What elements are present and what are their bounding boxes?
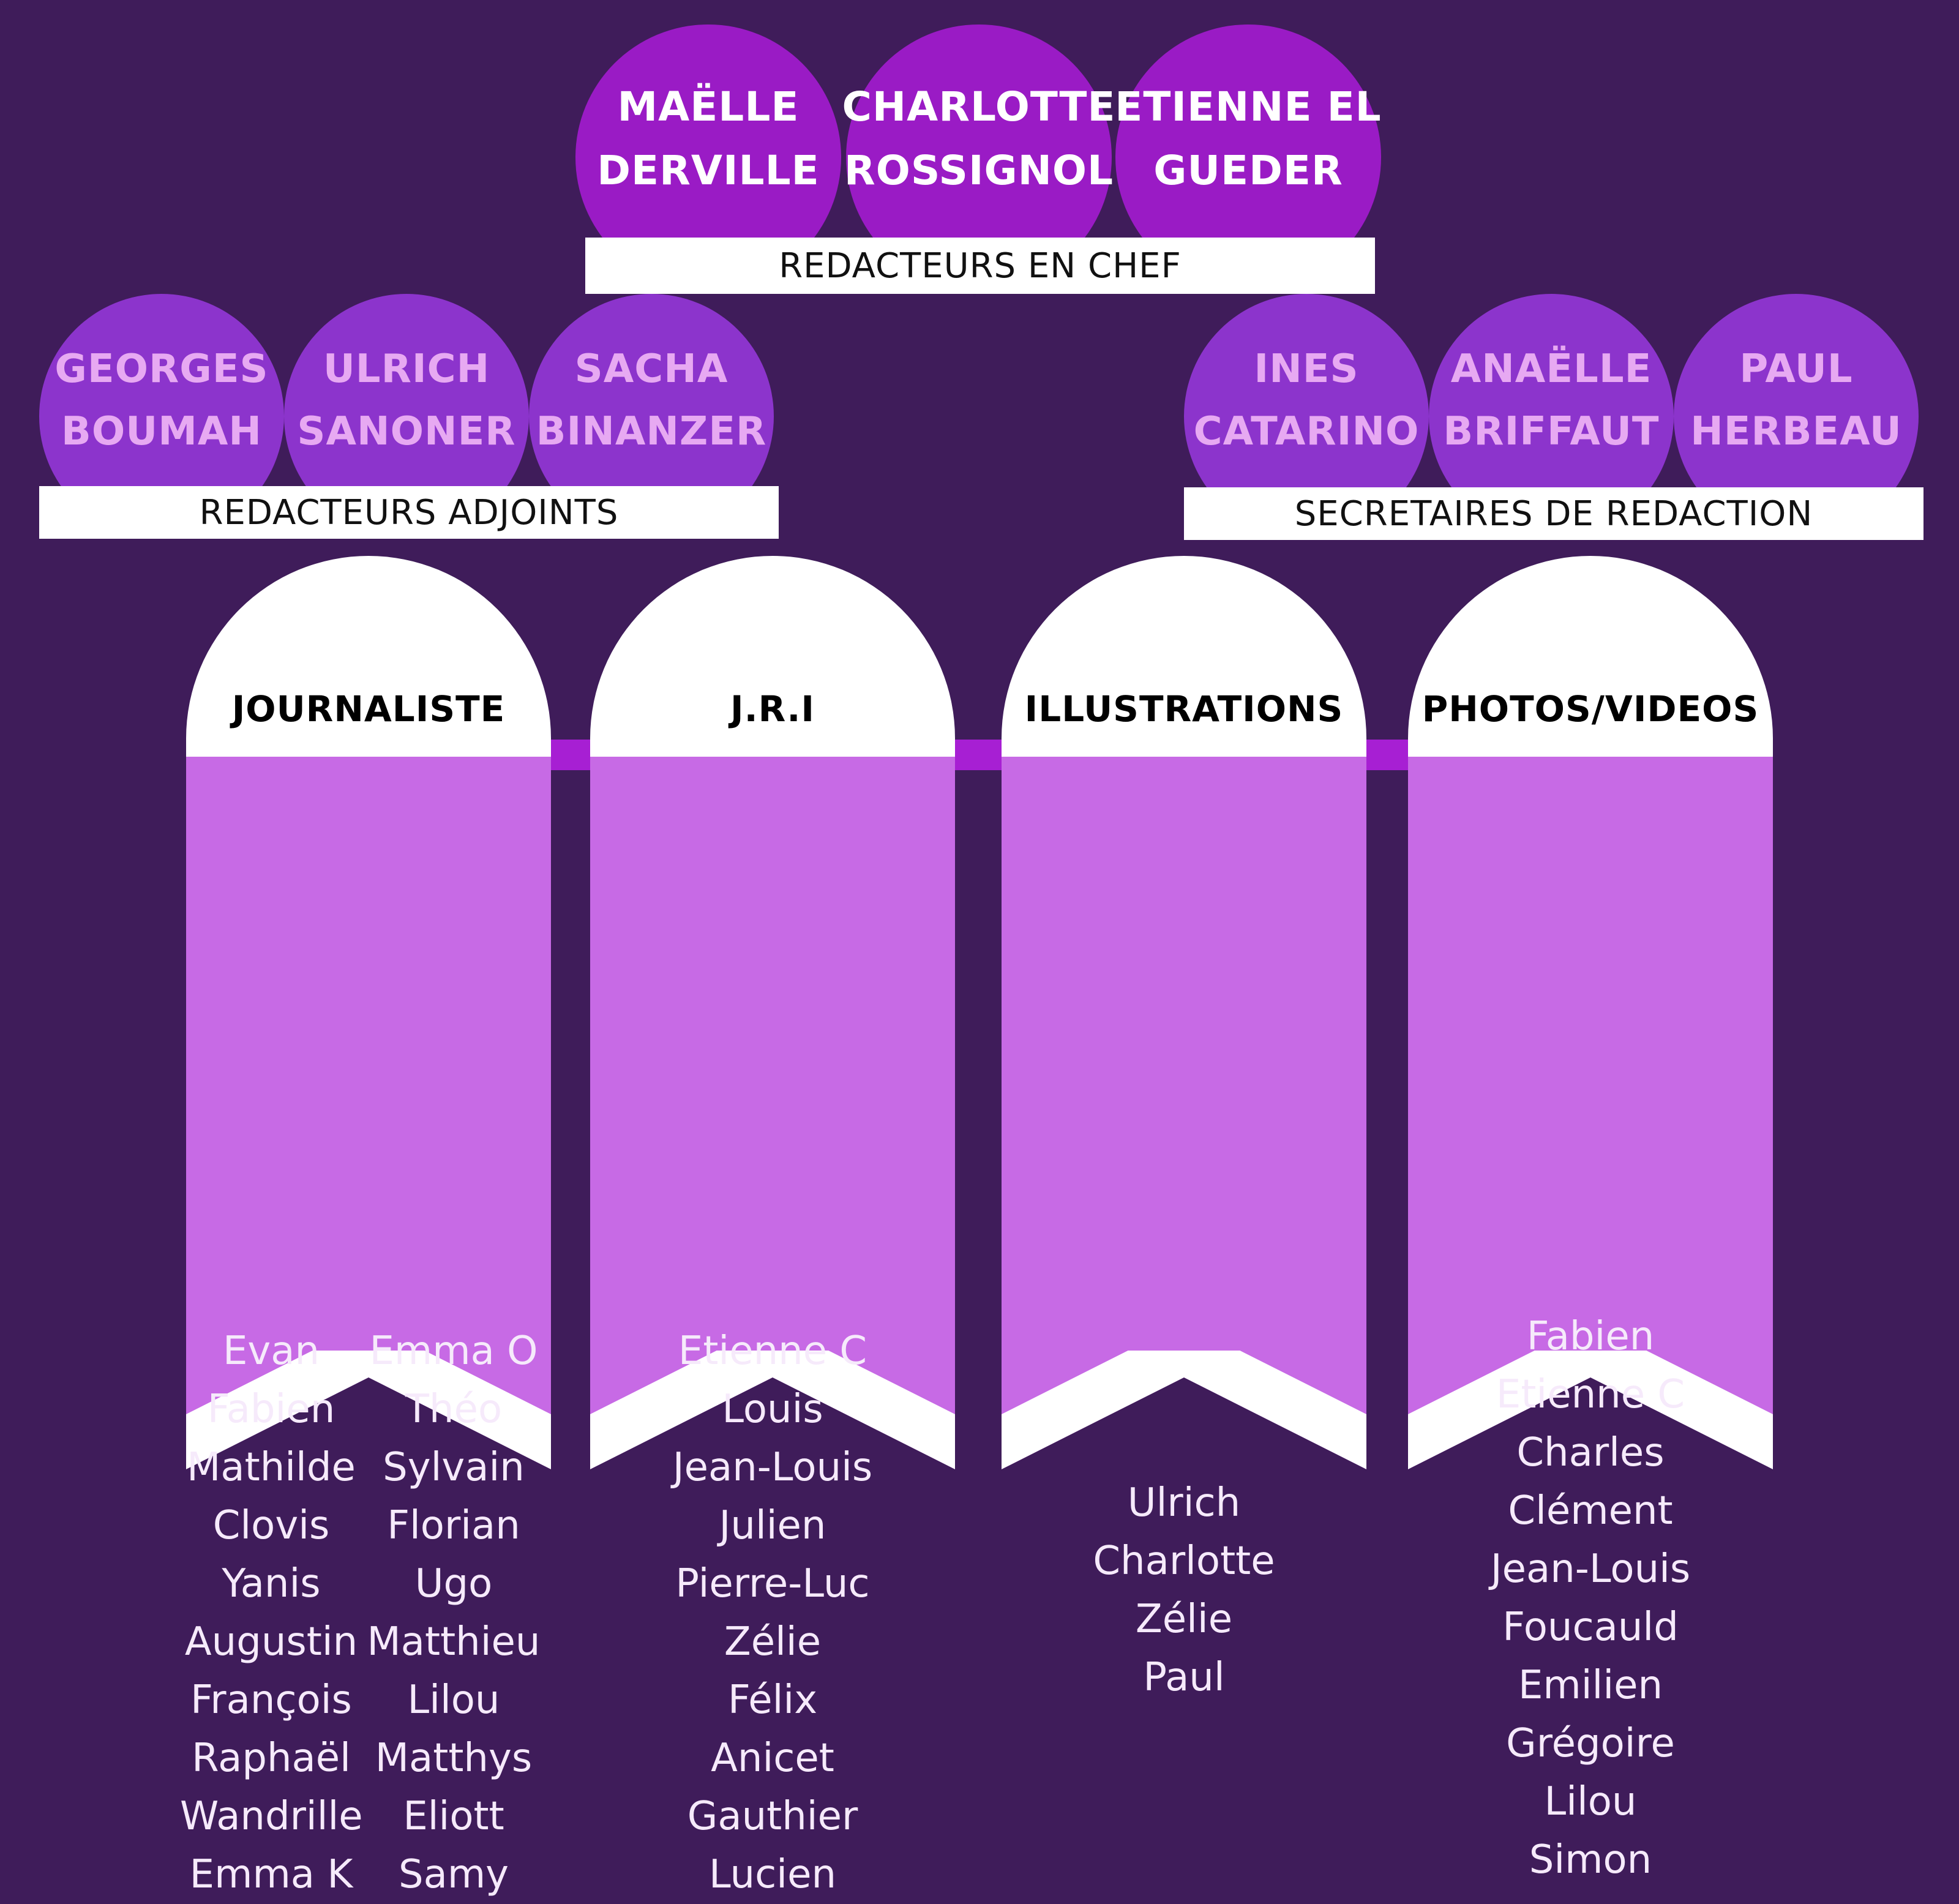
deputy-name-1: GEORGES BOUMAH (54, 338, 268, 463)
chevron-down-icon (590, 1351, 955, 1469)
deputy-name-3-line1: SACHA (574, 347, 729, 392)
team-members-list: Ulrich Charlotte Zélie Paul (1002, 1474, 1366, 1707)
team-members-right: Emma O Théo Sylvain Florian Ugo Matthieu… (362, 1322, 545, 1904)
secretaries-label: SECRETAIRES DE REDACTION (1184, 487, 1923, 540)
list-item: Lucien (709, 1852, 836, 1897)
list-item: Charles (1516, 1430, 1665, 1475)
list-item: Foucauld (1502, 1605, 1679, 1650)
chevron-down-icon (1408, 1351, 1773, 1469)
chief-name-3: ETIENNE EL GUEDER (1115, 75, 1381, 203)
list-item: Emilien (1518, 1663, 1663, 1708)
deputy-name-3-line2: BINANZER (536, 409, 767, 454)
list-item: Pierre-Luc (675, 1561, 870, 1606)
secretary-name-1: INES CATARINO (1194, 338, 1420, 463)
deputy-name-1-line1: GEORGES (54, 347, 269, 392)
deputy-name-2-line1: ULRICH (323, 347, 490, 392)
secretary-name-2: ANAËLLE BRIFFAUT (1443, 338, 1659, 463)
secretary-name-3-line2: HERBEAU (1690, 409, 1902, 454)
list-item: Ugo (414, 1561, 493, 1606)
list-item: Emma O (369, 1329, 538, 1374)
list-item: Wandrille (180, 1794, 363, 1839)
secretary-name-3: PAUL HERBEAU (1690, 338, 1902, 463)
list-item: Evan (222, 1329, 320, 1374)
deputy-name-1-line2: BOUMAH (61, 409, 262, 454)
deputies-label: REDACTEURS ADJOINTS (39, 486, 779, 539)
list-item: Jean-Louis (672, 1445, 873, 1490)
secretary-name-2-line1: ANAËLLE (1450, 347, 1652, 392)
chief-name-3-line2: GUEDER (1153, 147, 1343, 194)
list-item: Raphaël (192, 1736, 351, 1781)
chief-name-2-line1: CHARLOTTE (842, 83, 1116, 130)
list-item: Charlotte (1093, 1539, 1275, 1584)
chief-name-2: CHARLOTTE ROSSIGNOL (842, 75, 1115, 203)
list-item: Paul (1143, 1655, 1225, 1700)
team-members-list: Fabien Etienne C Charles Clément Jean-Lo… (1408, 1308, 1773, 1889)
list-item: Fabien (207, 1387, 335, 1432)
team-title: J.R.I (730, 688, 815, 730)
team-members: Evan Fabien Mathilde Clovis Yanis August… (180, 1322, 551, 1904)
list-item: Gauthier (687, 1794, 858, 1839)
secretary-name-3-line1: PAUL (1739, 347, 1853, 392)
chief-name-1: MAËLLE DERVILLE (597, 75, 820, 203)
list-item: Jean-Louis (1490, 1546, 1691, 1592)
list-item: Samy (398, 1852, 509, 1897)
team-title: PHOTOS/VIDEOS (1421, 688, 1759, 730)
secretary-name-1-line2: CATARINO (1193, 409, 1420, 454)
team-column-jri: J.R.I Etienne C Louis Jean-Louis Julien … (590, 556, 955, 1897)
chiefs-label: REDACTEURS EN CHEF (585, 238, 1375, 294)
chevron-down-icon (186, 1351, 551, 1469)
chief-name-2-line2: ROSSIGNOL (844, 147, 1114, 194)
list-item: Augustin (184, 1619, 358, 1665)
team-members: Etienne C Louis Jean-Louis Julien Pierre… (590, 1322, 955, 1904)
list-item: Simon (1529, 1837, 1652, 1883)
deputy-name-2-line2: SANONER (297, 409, 516, 454)
chief-name-1-line1: MAËLLE (617, 83, 800, 130)
list-item: Yanis (222, 1561, 321, 1606)
list-item: Félix (727, 1677, 818, 1723)
secretary-name-1-line1: INES (1254, 347, 1359, 392)
list-item: Lilou (407, 1677, 500, 1723)
list-item: François (190, 1677, 352, 1723)
list-item: Lilou (1544, 1779, 1637, 1824)
list-item: Théo (405, 1387, 503, 1432)
list-item: Louis (722, 1387, 823, 1432)
team-column-journaliste: JOURNALISTE Evan Fabien Mathilde Clovis … (180, 556, 551, 1897)
list-item: Matthys (375, 1736, 533, 1781)
deputy-name-2: ULRICH SANONER (297, 338, 515, 463)
team-members: Fabien Etienne C Charles Clément Jean-Lo… (1408, 1308, 1773, 1889)
list-item: Clément (1508, 1488, 1673, 1534)
team-members-left: Evan Fabien Mathilde Clovis Yanis August… (180, 1322, 363, 1904)
team-members-list: Etienne C Louis Jean-Louis Julien Pierre… (590, 1322, 955, 1904)
list-item: Fabien (1526, 1314, 1655, 1359)
list-item: Matthieu (367, 1619, 541, 1665)
list-item: Emma K (189, 1852, 353, 1897)
secretary-name-2-line2: BRIFFAUT (1443, 409, 1660, 454)
chief-name-3-line1: ETIENNE EL (1115, 83, 1382, 130)
team-column-photos-videos: PHOTOS/VIDEOS Fabien Etienne C Charles C… (1408, 556, 1773, 1883)
chief-name-1-line2: DERVILLE (597, 147, 820, 194)
team-title: ILLUSTRATIONS (1024, 688, 1344, 730)
team-column-illustrations: ILLUSTRATIONS Ulrich Charlotte Zélie Pau… (1002, 556, 1366, 1700)
list-item: Julien (719, 1503, 826, 1548)
list-item: Etienne C (1496, 1372, 1685, 1417)
chevron-down-icon (1002, 1351, 1366, 1469)
team-title: JOURNALISTE (231, 688, 506, 730)
list-item: Ulrich (1127, 1480, 1241, 1526)
list-item: Etienne C (678, 1329, 867, 1374)
list-item: Grégoire (1506, 1721, 1675, 1766)
list-item: Eliott (403, 1794, 504, 1839)
list-item: Zélie (1135, 1597, 1233, 1642)
team-members: Ulrich Charlotte Zélie Paul (1002, 1474, 1366, 1707)
list-item: Zélie (724, 1619, 822, 1665)
list-item: Florian (387, 1503, 520, 1548)
list-item: Clovis (212, 1503, 330, 1548)
list-item: Mathilde (187, 1445, 356, 1490)
deputy-name-3: SACHA BINANZER (536, 338, 767, 463)
list-item: Sylvain (383, 1445, 525, 1490)
list-item: Anicet (711, 1736, 834, 1781)
